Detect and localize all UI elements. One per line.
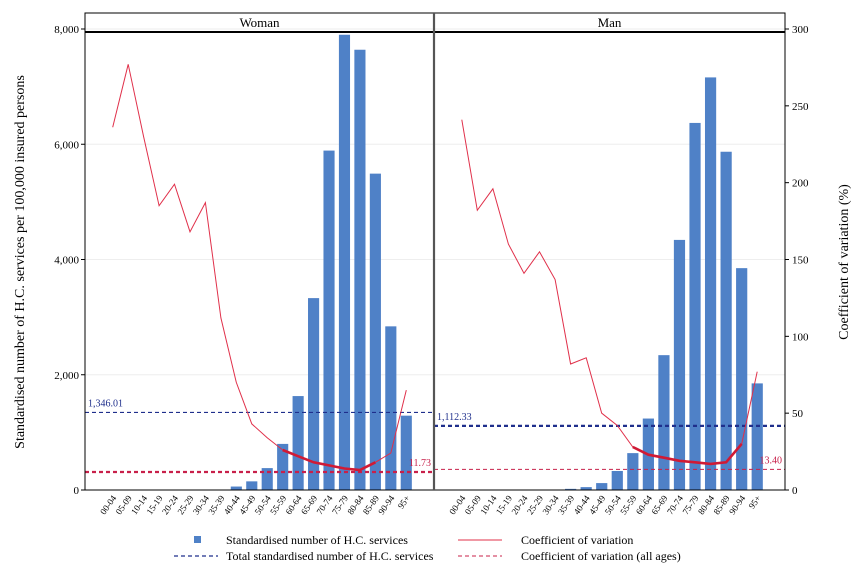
bar bbox=[720, 151, 732, 490]
bar bbox=[658, 355, 670, 490]
x-tick-label: 90-94 bbox=[727, 493, 748, 516]
y-right-axis-title: Coefficient of variation (%) bbox=[837, 184, 852, 340]
bar bbox=[689, 122, 701, 491]
bar bbox=[261, 468, 273, 490]
bar bbox=[246, 481, 258, 490]
legend-bar-swatch bbox=[194, 536, 201, 543]
bar bbox=[338, 34, 351, 490]
bar bbox=[277, 443, 289, 490]
y-left-tick-label: 4,000 bbox=[54, 255, 79, 267]
bar bbox=[292, 396, 304, 490]
y-right-tick-label: 200 bbox=[792, 178, 809, 190]
bar bbox=[308, 298, 320, 490]
legend: Standardised number of H.C. services Coe… bbox=[174, 533, 681, 563]
bar bbox=[385, 326, 397, 490]
y-left-axis-title: Standardised number of H.C. services per… bbox=[13, 75, 28, 449]
bar bbox=[400, 415, 412, 490]
bar bbox=[596, 483, 608, 490]
legend-cv-all-label: Coefficient of variation (all ages) bbox=[521, 549, 681, 563]
legend-bar-label: Standardised number of H.C. services bbox=[226, 533, 408, 547]
line-layer bbox=[85, 64, 785, 474]
bar bbox=[369, 173, 381, 491]
axes: 0 2,000 4,000 6,000 8,000 0 50 100 150 200 250 300 bbox=[54, 24, 809, 497]
bar bbox=[580, 487, 592, 490]
bar bbox=[611, 470, 623, 490]
cv-line-bold bbox=[282, 448, 376, 472]
bar bbox=[751, 383, 763, 490]
panel-title: Man bbox=[598, 15, 622, 30]
y-left-tick-label: 8,000 bbox=[54, 24, 79, 36]
bar-layer bbox=[230, 34, 763, 491]
y-right-tick-label: 150 bbox=[792, 255, 809, 267]
total-value-label: 1,112.33 bbox=[437, 412, 472, 423]
y-right-tick-label: 300 bbox=[792, 24, 809, 36]
bar bbox=[565, 488, 577, 490]
y-left-tick-label: 6,000 bbox=[54, 139, 79, 151]
total-value-label: 1,346.01 bbox=[88, 398, 123, 409]
legend-total-label: Total standardised number of H.C. servic… bbox=[226, 549, 434, 563]
y-right-tick-label: 0 bbox=[792, 485, 798, 497]
panel-frames bbox=[84, 12, 786, 491]
y-right-tick-label: 100 bbox=[792, 331, 809, 343]
legend-cv-label: Coefficient of variation bbox=[521, 533, 633, 547]
panel-title: Woman bbox=[239, 15, 280, 30]
y-left-tick-label: 0 bbox=[74, 485, 80, 497]
y-right-tick-label: 50 bbox=[792, 408, 804, 420]
bar bbox=[627, 453, 639, 490]
cv-line-bold bbox=[632, 443, 743, 466]
y-right-tick-label: 250 bbox=[792, 101, 809, 113]
x-tick-label: 95+ bbox=[747, 493, 763, 510]
cv-all-value-label: 11.73 bbox=[409, 458, 431, 469]
bar bbox=[736, 268, 748, 490]
cv-all-value-label: 13.40 bbox=[760, 455, 783, 466]
bar bbox=[673, 239, 686, 490]
y-left-tick-label: 2,000 bbox=[54, 370, 79, 382]
bar bbox=[354, 49, 366, 491]
bar bbox=[704, 77, 717, 490]
x-tick-label: 90-94 bbox=[376, 493, 397, 516]
bar bbox=[230, 486, 242, 490]
bar bbox=[323, 150, 335, 490]
x-tick-label: 95+ bbox=[396, 493, 412, 510]
